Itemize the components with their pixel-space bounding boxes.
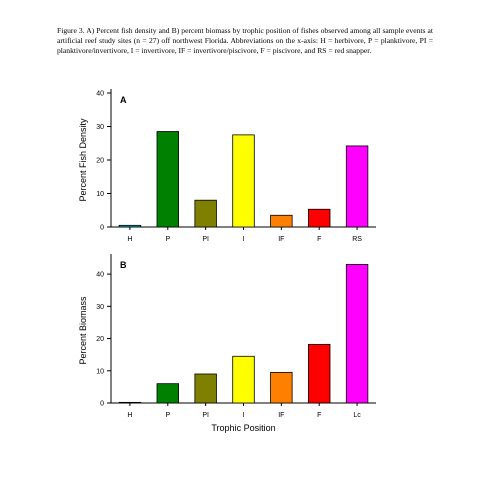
x-tick-label: H xyxy=(127,236,132,243)
y-axis-label: Percent Fish Density xyxy=(78,118,88,202)
chart-panel-a-group: 0 10 20 30 40 H P PI I IF F RS A Percent Fish Density xyxy=(78,89,376,243)
x-tick-label: IF xyxy=(278,236,284,243)
y-tick-label: 20 xyxy=(96,158,104,165)
x-tick-label: P xyxy=(165,236,170,243)
panel-label: B xyxy=(120,260,127,270)
bar-f xyxy=(308,343,331,404)
bar-pi xyxy=(194,373,217,404)
bar-h xyxy=(118,401,142,404)
bar-p xyxy=(156,131,179,228)
chart-panel-b-group: 0 10 20 30 40 H P PI I IF F Lc B Percent Biomass Troph… xyxy=(78,254,376,433)
y-tick-label: 30 xyxy=(96,124,104,131)
bar-pi xyxy=(194,199,217,228)
bar-rs xyxy=(345,145,369,228)
x-tick-label: IF xyxy=(278,412,284,419)
x-tick-label: Lc xyxy=(353,412,361,419)
y-tick-label: 0 xyxy=(100,401,104,408)
panel-label: A xyxy=(120,95,127,105)
x-tick-label: F xyxy=(317,236,321,243)
y-tick-label: 40 xyxy=(96,272,104,279)
x-tick-label: PI xyxy=(202,236,209,243)
y-tick-label: 10 xyxy=(96,191,104,198)
y-axis-label: Percent Biomass xyxy=(78,296,88,365)
x-tick-label: F xyxy=(317,412,321,419)
y-tick-label: 0 xyxy=(100,225,104,232)
x-tick-label: RS xyxy=(352,236,362,243)
x-tick-label: PI xyxy=(202,412,209,419)
x-tick-label: I xyxy=(243,412,245,419)
bar-if xyxy=(270,214,293,228)
y-tick-label: 20 xyxy=(96,336,104,343)
bar-if xyxy=(270,371,293,404)
bar-h xyxy=(118,224,142,228)
bar-f xyxy=(308,208,331,228)
bar-p xyxy=(156,383,179,404)
y-tick-label: 10 xyxy=(96,368,104,375)
bar-lc xyxy=(345,264,369,404)
bar-i xyxy=(232,355,255,404)
y-tick-label: 30 xyxy=(96,304,104,311)
x-tick-label: H xyxy=(127,412,132,419)
bar-i xyxy=(232,134,255,228)
figure-caption: Figure 3. A) Percent fish density and B)… xyxy=(57,26,433,56)
x-axis-label: Trophic Position xyxy=(211,423,275,433)
x-tick-label: I xyxy=(243,236,245,243)
x-tick-label: P xyxy=(165,412,170,419)
y-tick-label: 40 xyxy=(96,91,104,98)
